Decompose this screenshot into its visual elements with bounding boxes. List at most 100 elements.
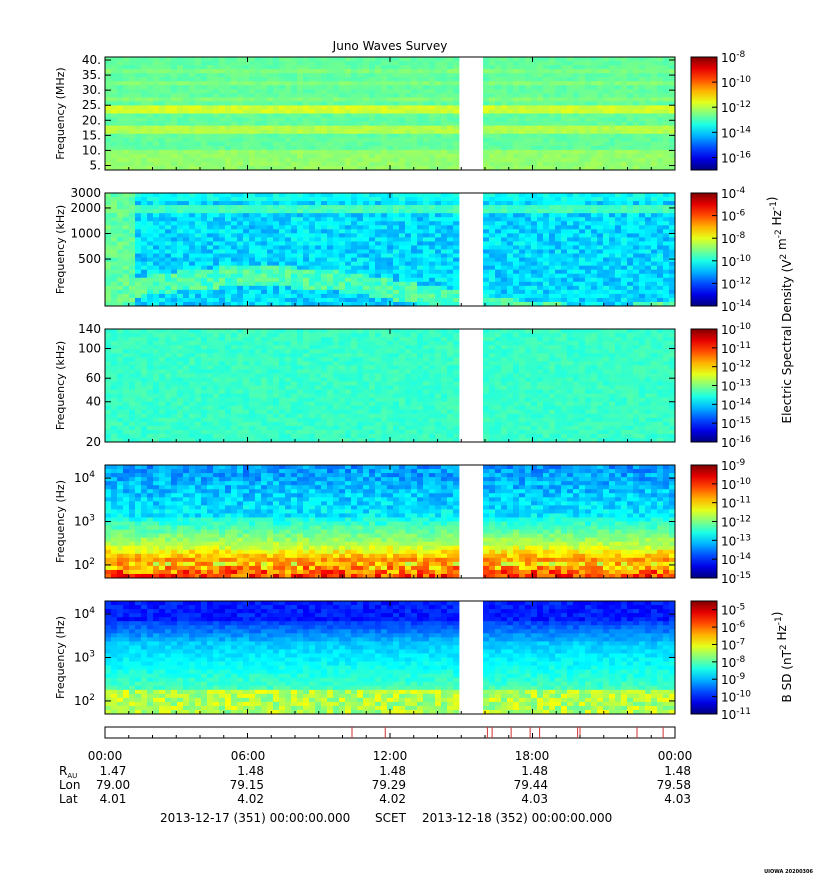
colorbar-tick-label: 10-5: [721, 603, 745, 618]
data-gap: [461, 57, 480, 170]
colorbar-tick-label: 10-8: [721, 655, 746, 670]
y-axis-label: Frequency (Hz): [54, 480, 67, 563]
data-gap: [461, 193, 480, 306]
colorbar-tick-label: 10-8: [721, 50, 746, 65]
ephemeris-value: 4.01: [100, 792, 127, 806]
colorbar-tick-label: 10-10: [721, 477, 751, 492]
colorbar-gradient: [690, 56, 718, 171]
y-tick-label: 20.: [82, 113, 101, 127]
spectrogram-image: [105, 601, 676, 715]
y-tick-label: 104: [74, 606, 95, 621]
y-tick-label: 60: [86, 371, 101, 385]
colorbar-tick-label: 10-14: [721, 397, 751, 412]
ephemeris-value: 4.02: [379, 792, 406, 806]
panel-1: 40.35.30.25.20.15.10.5. Frequency (MHz) 10…: [54, 50, 751, 172]
ephemeris-value: 4.03: [664, 792, 691, 806]
ephemeris-value: 1.48: [237, 764, 264, 778]
y-tick-label: 1000: [70, 227, 101, 241]
data-gap: [461, 601, 480, 714]
colorbar-titles: Electric Spectral Density (V2 m-2 Hz-1) B…: [765, 196, 794, 702]
colorbar-tick-label: 10-11: [721, 707, 751, 722]
colorbar-tick-label: 10-9: [721, 458, 746, 473]
ephemeris-row-name: Lat: [59, 792, 78, 806]
data-gap: [461, 329, 480, 442]
footer-scet-label: SCET: [375, 811, 406, 825]
y-axis-label: Frequency (kHz): [54, 205, 67, 294]
colorbar-tick-label: 10-11: [721, 341, 751, 356]
colorbar-tick-label: 10-14: [721, 552, 751, 567]
colorbar-tick-label: 10-13: [721, 533, 751, 548]
y-tick-label: 20: [86, 435, 101, 449]
spectrogram-panels: 40.35.30.25.20.15.10.5. Frequency (MHz) 10…: [54, 50, 751, 722]
data-gap: [461, 465, 480, 578]
time-label: 00:00: [88, 749, 123, 763]
colorbar-tick-label: 10-11: [721, 496, 751, 511]
colorbar-tick-label: 10-15: [721, 571, 751, 586]
colorbar-tick-label: 10-16: [721, 435, 751, 450]
ephemeris-value: 79.00: [96, 778, 130, 792]
colorbar: 10-4 10-6 10-8 10-10 10-12 10-14: [690, 186, 751, 314]
y-tick-label: 140: [78, 322, 101, 336]
colorbar-gradient: [690, 600, 718, 715]
y-tick-label: 104: [74, 470, 95, 485]
y-tick-label: 500: [78, 252, 101, 266]
time-label: 00:00: [658, 749, 693, 763]
colorbar-tick-label: 10-12: [721, 515, 751, 530]
colorbar-tick-label: 10-14: [721, 299, 751, 314]
ephemeris-value: 1.48: [379, 764, 406, 778]
time-label: 12:00: [373, 749, 408, 763]
y-axis-label: Frequency (kHz): [54, 341, 67, 430]
colorbar-tick-label: 10-9: [721, 672, 746, 687]
ephemeris-value: 1.47: [100, 764, 127, 778]
colorbar-tick-label: 10-6: [721, 209, 746, 224]
y-tick-label: 103: [74, 514, 95, 529]
y-axis-label: Frequency (Hz): [54, 616, 67, 699]
y-tick-label: 10.: [82, 143, 101, 157]
colorbar-tick-label: 10-8: [721, 231, 746, 246]
colorbar-tick-label: 10-10: [721, 254, 751, 269]
spectrogram-image: [105, 465, 676, 579]
ephemeris-value: 79.29: [372, 778, 406, 792]
spectrogram-image: [105, 57, 676, 171]
y-tick-label: 25.: [82, 98, 101, 112]
credit-label: UIOWA 20200306: [764, 869, 813, 875]
colorbar-tick-label: 10-13: [721, 379, 751, 394]
colorbar-tick-label: 10-10: [721, 322, 751, 337]
y-tick-label: 5.: [90, 158, 101, 172]
footer-end-time: 2013-12-18 (352) 00:00:00.000: [422, 811, 613, 825]
time-label: 06:00: [231, 749, 266, 763]
ephemeris-value: 4.03: [521, 792, 548, 806]
ephemeris-value: 1.48: [521, 764, 548, 778]
y-tick-label: 15.: [82, 128, 101, 142]
y-tick-label: 102: [74, 557, 95, 572]
y-tick-label: 35.: [82, 68, 101, 82]
ephemeris-value: 79.58: [657, 778, 691, 792]
y-tick-label: 102: [74, 693, 95, 708]
colorbar-tick-label: 10-10: [721, 690, 751, 705]
colorbar: 10-5 10-6 10-7 10-8 10-9 10-10 10-11: [690, 600, 751, 722]
ephemeris-row-name: Lon: [59, 778, 80, 792]
colorbar-tick-label: 10-12: [721, 100, 751, 115]
colorbar: 10-8 10-10 10-12 10-14 10-16: [690, 50, 751, 171]
colorbar-tick-label: 10-14: [721, 125, 751, 140]
y-tick-label: 40.: [82, 53, 101, 67]
colorbar-tick-label: 10-7: [721, 637, 745, 652]
y-tick-label: 100: [78, 342, 101, 356]
colorbar-tick-label: 10-12: [721, 360, 751, 375]
spectrogram-image: [105, 329, 676, 443]
electric-colorbar-title: Electric Spectral Density (V2 m-2 Hz-1): [765, 196, 794, 423]
chart-title: Juno Waves Survey: [332, 39, 448, 53]
event-strip: [104, 726, 676, 739]
y-tick-label: 2000: [70, 201, 101, 215]
ephemeris-value: 1.48: [664, 764, 691, 778]
ephemeris-value: 79.44: [514, 778, 548, 792]
footer-start-time: 2013-12-17 (351) 00:00:00.000: [160, 811, 351, 825]
panel-4: 104 103 102 Frequency (Hz) 10-9 10-10 10-11 10-…: [54, 458, 751, 586]
colorbar-tick-label: 10-12: [721, 276, 751, 291]
colorbar-tick-label: 10-6: [721, 620, 746, 635]
time-label: 18:00: [515, 749, 550, 763]
ephemeris-value: 4.02: [237, 792, 264, 806]
